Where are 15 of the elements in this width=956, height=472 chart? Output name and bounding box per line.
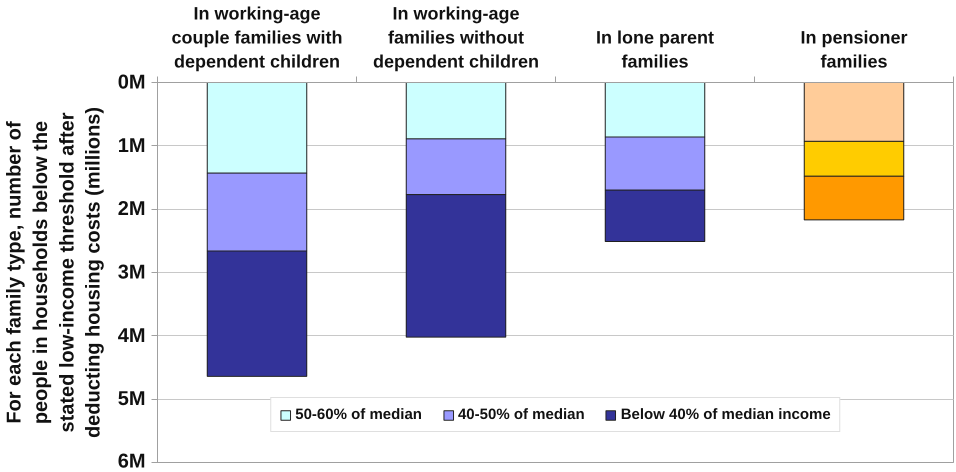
legend-label: 50-60% of median — [295, 406, 422, 423]
y-tick-label: 6M — [118, 450, 146, 472]
x-tick-label: In lone parent families — [596, 28, 714, 72]
y-tick-label: 1M — [118, 134, 146, 157]
y-tick-label: 4M — [118, 324, 146, 347]
x-tick-label: In working-age couple families with dependent children — [171, 4, 343, 72]
y-tick-label: 5M — [118, 388, 146, 410]
legend-label: 40-50% of median — [458, 406, 585, 423]
y-tick-label: 3M — [118, 262, 146, 284]
y-axis-title: For each family type, number of people in households below the stated low-income threshold after deducting housing costs (millions) — [4, 106, 105, 438]
x-tick-label: In pensioner families — [800, 28, 908, 72]
x-tick-label: In working-age families without dependent children — [372, 4, 540, 72]
legend-label: Below 40% of median income — [620, 406, 831, 423]
y-tick-label: 0M — [118, 72, 146, 94]
y-tick-label: 2M — [118, 198, 146, 220]
